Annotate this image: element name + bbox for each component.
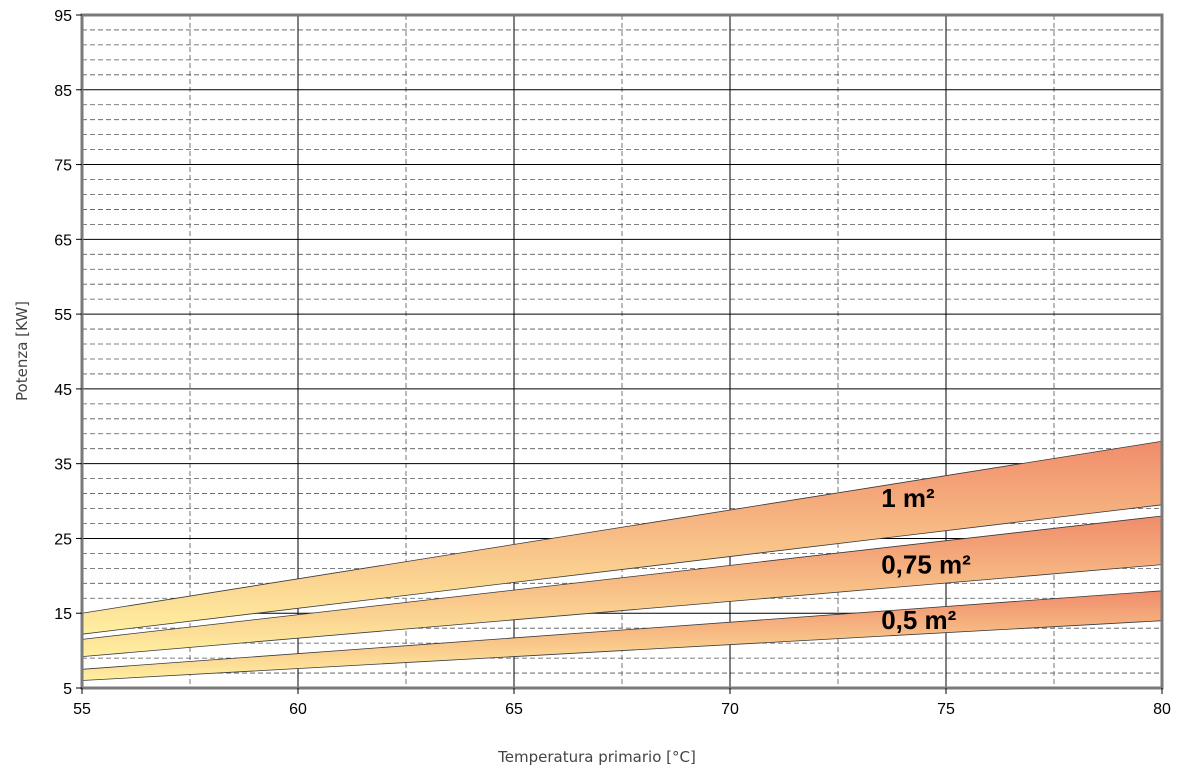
band-label: 0,75 m² bbox=[881, 550, 971, 580]
y-tick-label: 45 bbox=[54, 382, 72, 399]
x-tick-label: 65 bbox=[505, 701, 523, 718]
y-tick-label: 95 bbox=[54, 8, 72, 25]
y-tick-label: 25 bbox=[54, 531, 72, 548]
bands bbox=[82, 441, 1162, 680]
band-label: 1 m² bbox=[881, 483, 935, 513]
y-tick-label: 75 bbox=[54, 158, 72, 175]
y-tick-label: 35 bbox=[54, 457, 72, 474]
band-label: 0,5 m² bbox=[881, 605, 956, 635]
y-tick-label: 15 bbox=[54, 606, 72, 623]
y-tick-label: 65 bbox=[54, 232, 72, 249]
y-tick-label: 5 bbox=[63, 681, 72, 698]
y-tick-label: 85 bbox=[54, 83, 72, 100]
x-tick-label: 60 bbox=[289, 701, 307, 718]
x-tick-label: 80 bbox=[1153, 701, 1171, 718]
x-axis-title: Temperatura primario [°C] bbox=[497, 748, 696, 766]
x-tick-label: 55 bbox=[73, 701, 91, 718]
y-axis-title: Potenza [KW] bbox=[13, 301, 31, 401]
y-tick-label: 55 bbox=[54, 307, 72, 324]
x-tick-label: 75 bbox=[937, 701, 955, 718]
x-tick-label: 70 bbox=[721, 701, 739, 718]
